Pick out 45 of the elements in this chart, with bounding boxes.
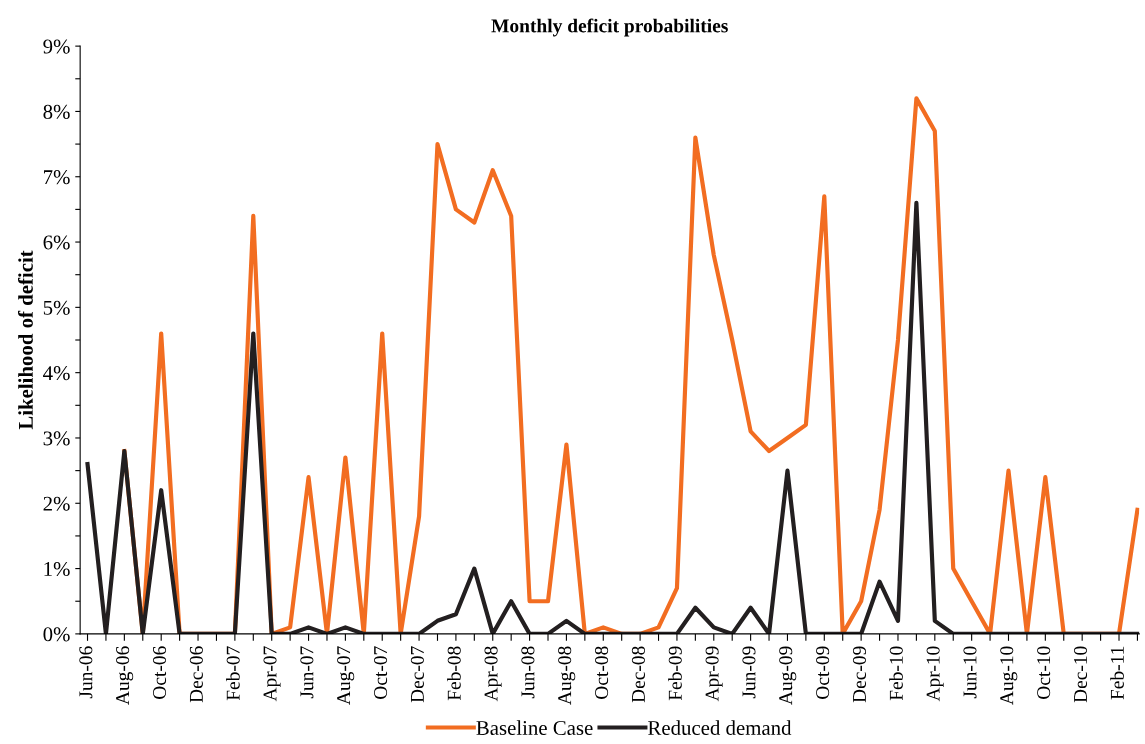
y-tick-label: 0% <box>43 627 70 642</box>
x-tick-label: Jun-10 <box>963 646 977 699</box>
x-tick-label: Oct-07 <box>373 646 388 699</box>
x-tick-label: Feb-08 <box>447 646 461 701</box>
y-tick-label: 8% <box>43 104 70 119</box>
x-tick-label: Dec-08 <box>631 646 645 703</box>
x-tick-label: Oct-09 <box>816 646 830 699</box>
x-tick-label: Apr-08 <box>484 646 502 702</box>
y-tick-label: 1% <box>44 561 70 577</box>
x-tick-label: Oct-10 <box>1037 646 1051 699</box>
y-tick-label: 3% <box>43 431 70 446</box>
x-tick-label: Apr-07 <box>263 646 281 702</box>
x-tick-label: Dec-07 <box>410 646 424 703</box>
x-tick-label: Dec-10 <box>1073 646 1088 703</box>
x-tick-label: Dec-09 <box>852 646 867 703</box>
x-tick-label: Oct-08 <box>595 646 609 699</box>
x-tick-label: Aug-09 <box>779 646 797 705</box>
line-series <box>85 200 1140 634</box>
y-tick-label: 9% <box>43 39 70 54</box>
x-tick-label: Jun-09 <box>742 646 756 699</box>
y-tick-label: 6% <box>43 235 70 250</box>
x-tick-label: Aug-06 <box>116 646 134 705</box>
x-tick-label: Jun-06 <box>79 646 93 699</box>
y-tick-label: 4% <box>43 366 70 381</box>
x-tick-label: Apr-10 <box>926 646 944 702</box>
y-tick-label: 7% <box>44 170 70 185</box>
y-tick-label: 5% <box>43 300 70 315</box>
legend-label: Reduced demand <box>648 720 792 736</box>
x-tick-label: Dec-06 <box>189 646 203 703</box>
x-tick-label: Aug-08 <box>558 646 576 705</box>
x-tick-label: Apr-09 <box>705 646 723 702</box>
line-series <box>122 96 1140 634</box>
x-tick-label: Oct-06 <box>152 646 167 699</box>
x-tick-label: Feb-09 <box>668 646 682 701</box>
x-tick-label: Feb-10 <box>889 646 903 701</box>
x-tick-label: Jun-07 <box>300 646 314 699</box>
x-tick-label: Aug-10 <box>1000 646 1018 705</box>
x-tick-label: Jun-08 <box>521 646 535 699</box>
x-tick-label: Feb-07 <box>226 646 240 701</box>
y-tick-label: 2% <box>43 496 70 511</box>
legend-label: Baseline Case <box>476 720 593 736</box>
x-tick-label: Feb-11 <box>1110 646 1124 700</box>
y-axis-title: Likelihood of deficit <box>18 250 33 430</box>
chart-title: Monthly deficit probabilities <box>491 18 728 37</box>
x-tick-label: Aug-07 <box>337 646 355 705</box>
